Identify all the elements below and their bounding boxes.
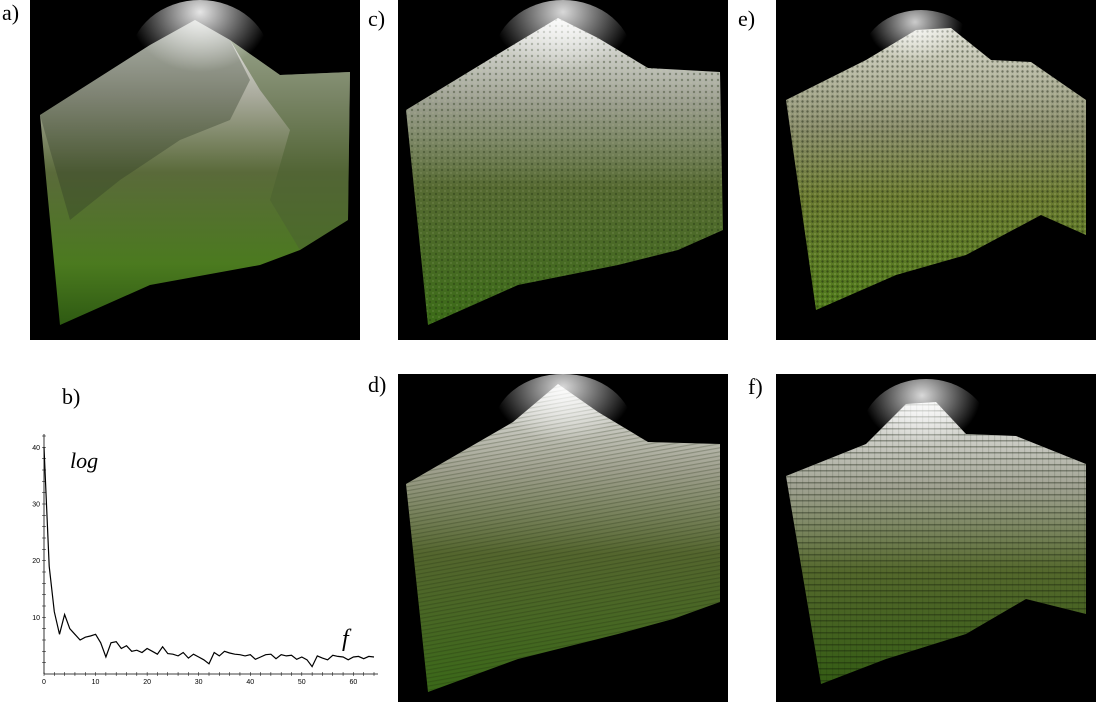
- panel-label-b: b): [62, 384, 81, 409]
- x-tick-label: 0: [42, 679, 46, 686]
- x-tick-label: 10: [92, 679, 100, 686]
- spectrum-chart: 0 10 20 30 40 50 60 10 20 30 40 log f: [30, 434, 380, 702]
- terrain-image-f: [776, 374, 1096, 702]
- y-tick-label: 20: [32, 558, 40, 565]
- x-tick-label: 60: [349, 679, 357, 686]
- x-axis-label: f: [342, 626, 352, 652]
- panel-label-e: e): [738, 6, 756, 31]
- terrain-image-a: [30, 0, 360, 340]
- x-tick-label: 50: [298, 679, 306, 686]
- terrain-image-e: [776, 0, 1096, 340]
- panel-label-f: f): [748, 374, 763, 399]
- panel-label-a: a): [2, 0, 20, 25]
- y-tick-label: 10: [32, 615, 40, 622]
- series-line: [43, 447, 375, 668]
- panel-label-c: c): [368, 6, 386, 31]
- x-tick-label: 20: [143, 679, 151, 686]
- y-tick-label: 30: [32, 502, 40, 509]
- y-axis-label: log: [70, 448, 98, 473]
- y-tick-label: 40: [32, 445, 40, 452]
- terrain-image-d: [398, 374, 728, 702]
- panel-label-d: d): [368, 372, 387, 397]
- x-tick-label: 40: [246, 679, 254, 686]
- terrain-image-c: [398, 0, 728, 340]
- x-tick-label: 30: [195, 679, 203, 686]
